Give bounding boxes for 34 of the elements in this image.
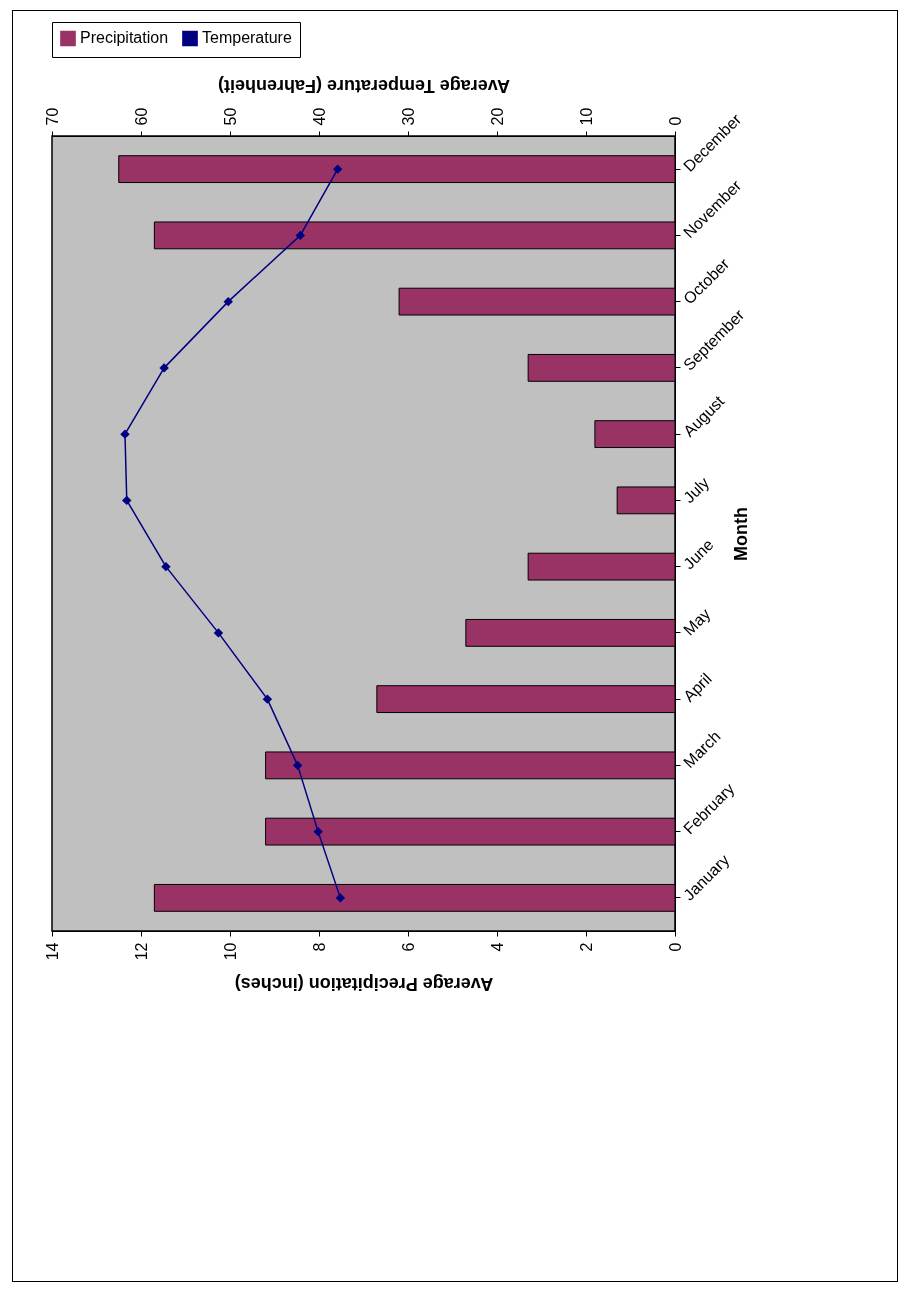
x-tick-label: 2 <box>577 942 595 952</box>
point <box>159 363 169 373</box>
x2-tick-label: 30 <box>399 107 417 126</box>
point <box>313 826 323 837</box>
legend-label: Precipitation <box>80 29 169 47</box>
point <box>295 230 306 241</box>
x2-tick-label: 10 <box>577 107 595 126</box>
x2-tick-label: 60 <box>132 107 150 126</box>
point <box>332 164 343 174</box>
x-tick-label: 0 <box>666 942 684 952</box>
x-tick-label: 10 <box>221 942 239 961</box>
x-tick-label: 12 <box>132 942 150 961</box>
x-tick-label: 8 <box>310 942 328 952</box>
y-tick-label: May <box>680 605 714 639</box>
point <box>213 628 224 638</box>
x2-tick-label: 50 <box>221 107 239 126</box>
x-tick-label: 6 <box>399 942 417 952</box>
point <box>122 495 132 506</box>
x-tick-label: 4 <box>488 942 506 952</box>
x-axis-title: Average Precipitation (inches) <box>234 974 494 995</box>
point <box>262 694 273 704</box>
point <box>161 561 171 572</box>
legend-label: Temperature <box>202 29 292 47</box>
x2-axis-title: Average Temperature (Fahrenheit) <box>217 75 511 96</box>
x2-tick-label: 40 <box>310 107 328 126</box>
y-tick-label: July <box>680 473 713 507</box>
point <box>292 760 303 771</box>
point <box>223 296 233 307</box>
x2-tick-label: 20 <box>488 107 506 126</box>
x-tick-label: 14 <box>43 942 61 961</box>
y-axis-title: Month <box>731 507 752 561</box>
x2-tick-label: 0 <box>666 116 684 126</box>
x2-tick-label: 70 <box>43 107 61 126</box>
point <box>335 893 346 903</box>
